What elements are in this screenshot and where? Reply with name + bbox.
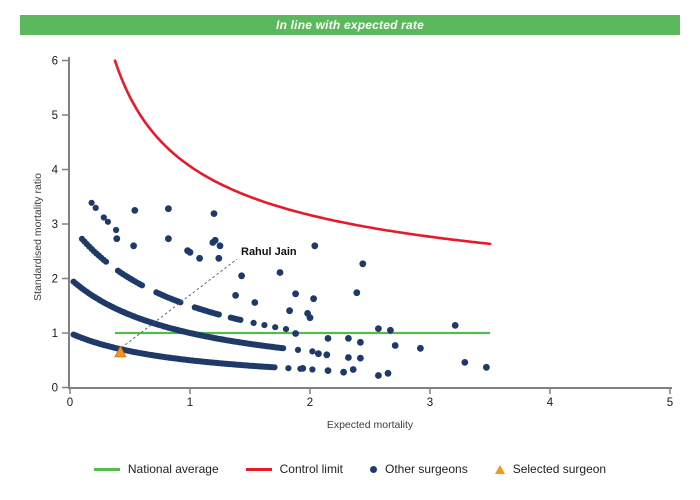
surgeon-dot[interactable] xyxy=(186,248,194,256)
selected-surgeon-name-label: Rahul Jain xyxy=(241,246,297,258)
surgeon-dot[interactable] xyxy=(113,235,121,243)
surgeon-dot[interactable] xyxy=(215,254,223,262)
surgeon-dot[interactable] xyxy=(315,350,322,358)
surgeon-dot[interactable] xyxy=(345,335,352,342)
surgeon-dot[interactable] xyxy=(299,365,307,372)
surgeon-dot[interactable] xyxy=(285,365,292,372)
surgeon-dot[interactable] xyxy=(100,214,107,221)
surgeon-dot[interactable] xyxy=(384,369,392,377)
annotation-leader-line xyxy=(121,258,238,349)
other-surgeons-dot-icon xyxy=(369,465,377,473)
control-limit-line-icon xyxy=(245,467,272,471)
selected-surgeon-triangle-icon xyxy=(494,464,505,474)
surgeon-dot[interactable] xyxy=(306,314,314,322)
x-axis-title: Expected mortality xyxy=(326,419,414,431)
surgeon-dot[interactable] xyxy=(238,272,246,280)
x-tick-label: 3 xyxy=(427,397,433,409)
legend-label: Control limit xyxy=(279,462,343,476)
surgeon-dot[interactable] xyxy=(280,345,287,352)
surgeon-dot[interactable] xyxy=(310,295,317,303)
surgeon-dot[interactable] xyxy=(272,324,279,331)
y-axis-title: Standardised mortality ratio xyxy=(32,173,44,301)
legend-item-national-average: National average xyxy=(93,462,219,476)
legend-label: National average xyxy=(127,462,219,476)
surgeon-dot[interactable] xyxy=(292,330,299,337)
surgeon-dot[interactable] xyxy=(88,199,95,206)
y-tick-label: 3 xyxy=(52,219,58,231)
legend-label: Other surgeons xyxy=(384,462,468,476)
surgeon-dot[interactable] xyxy=(130,242,138,250)
surgeon-dot[interactable] xyxy=(215,311,222,318)
national-average-line-icon xyxy=(93,467,120,471)
y-tick-label: 0 xyxy=(52,383,58,395)
surgeon-dot[interactable] xyxy=(353,289,361,297)
surgeon-dot[interactable] xyxy=(104,218,111,225)
surgeon-dot[interactable] xyxy=(251,299,259,306)
surgeon-dot[interactable] xyxy=(92,204,99,211)
status-banner-text: In line with expected rate xyxy=(276,18,424,32)
surgeon-dot[interactable] xyxy=(286,307,293,315)
surgeon-dot[interactable] xyxy=(196,254,204,262)
surgeon-dot[interactable] xyxy=(391,342,399,349)
surgeon-dot[interactable] xyxy=(357,354,364,362)
control-limit-curve xyxy=(113,59,492,246)
selected-surgeon-marker[interactable] xyxy=(114,345,127,358)
legend-item-other-surgeons: Other surgeons xyxy=(369,462,468,476)
legend-item-selected-surgeon: Selected surgeon xyxy=(494,462,607,476)
y-tick-label: 1 xyxy=(52,328,58,340)
surgeon-dot[interactable] xyxy=(113,226,120,234)
surgeon-dot[interactable] xyxy=(359,260,367,268)
surgeon-dot[interactable] xyxy=(324,335,332,342)
chart-legend: National average Control limit Other sur… xyxy=(0,456,700,482)
surgeon-dot[interactable] xyxy=(311,242,319,250)
surgeon-dot[interactable] xyxy=(232,292,240,299)
x-tick-label: 2 xyxy=(307,397,313,409)
surgeon-dot[interactable] xyxy=(294,346,302,353)
surgeon-dot[interactable] xyxy=(165,205,172,213)
surgeon-dot[interactable] xyxy=(345,354,352,361)
surgeon-dot[interactable] xyxy=(323,351,331,359)
surgeon-dot[interactable] xyxy=(451,322,459,329)
surgeon-dot[interactable] xyxy=(461,359,469,366)
surgeon-dot[interactable] xyxy=(102,258,110,265)
surgeon-dot[interactable] xyxy=(357,338,364,346)
surgeon-dot[interactable] xyxy=(349,366,357,373)
surgeon-dot[interactable] xyxy=(165,235,172,243)
surgeon-dot[interactable] xyxy=(282,326,290,333)
surgeon-dot[interactable] xyxy=(292,290,299,298)
surgeon-dot[interactable] xyxy=(483,363,490,371)
surgeon-dot[interactable] xyxy=(250,319,257,326)
x-tick-label: 4 xyxy=(547,397,554,409)
surgeon-dot[interactable] xyxy=(210,210,218,218)
surgeon-dot[interactable] xyxy=(261,322,268,329)
surgeon-dot[interactable] xyxy=(216,242,224,250)
status-banner: In line with expected rate xyxy=(20,15,680,35)
surgeon-dot[interactable] xyxy=(138,282,146,289)
x-tick-label: 0 xyxy=(67,397,73,409)
surgeon-dot[interactable] xyxy=(375,325,382,332)
surgeon-dot[interactable] xyxy=(375,372,382,379)
surgeon-dot[interactable] xyxy=(324,367,332,374)
x-tick-label: 5 xyxy=(667,397,673,409)
surgeon-dot[interactable] xyxy=(271,364,278,371)
x-tick-label: 1 xyxy=(187,397,193,409)
y-tick-label: 6 xyxy=(52,56,58,68)
y-tick-label: 2 xyxy=(52,274,58,286)
y-tick-label: 4 xyxy=(52,165,59,177)
surgeon-dot[interactable] xyxy=(276,269,284,276)
legend-item-control-limit: Control limit xyxy=(245,462,343,476)
surgeon-dot[interactable] xyxy=(309,366,316,373)
surgeon-dot[interactable] xyxy=(340,368,347,376)
surgeon-dot[interactable] xyxy=(211,236,219,244)
surgeon-dot[interactable] xyxy=(387,326,394,334)
surgeon-dot[interactable] xyxy=(237,316,244,323)
y-tick-label: 5 xyxy=(52,110,58,122)
legend-label: Selected surgeon xyxy=(512,462,607,476)
surgeon-dot[interactable] xyxy=(309,348,316,355)
surgeon-dot[interactable] xyxy=(131,207,139,214)
surgeon-dot[interactable] xyxy=(417,344,424,352)
